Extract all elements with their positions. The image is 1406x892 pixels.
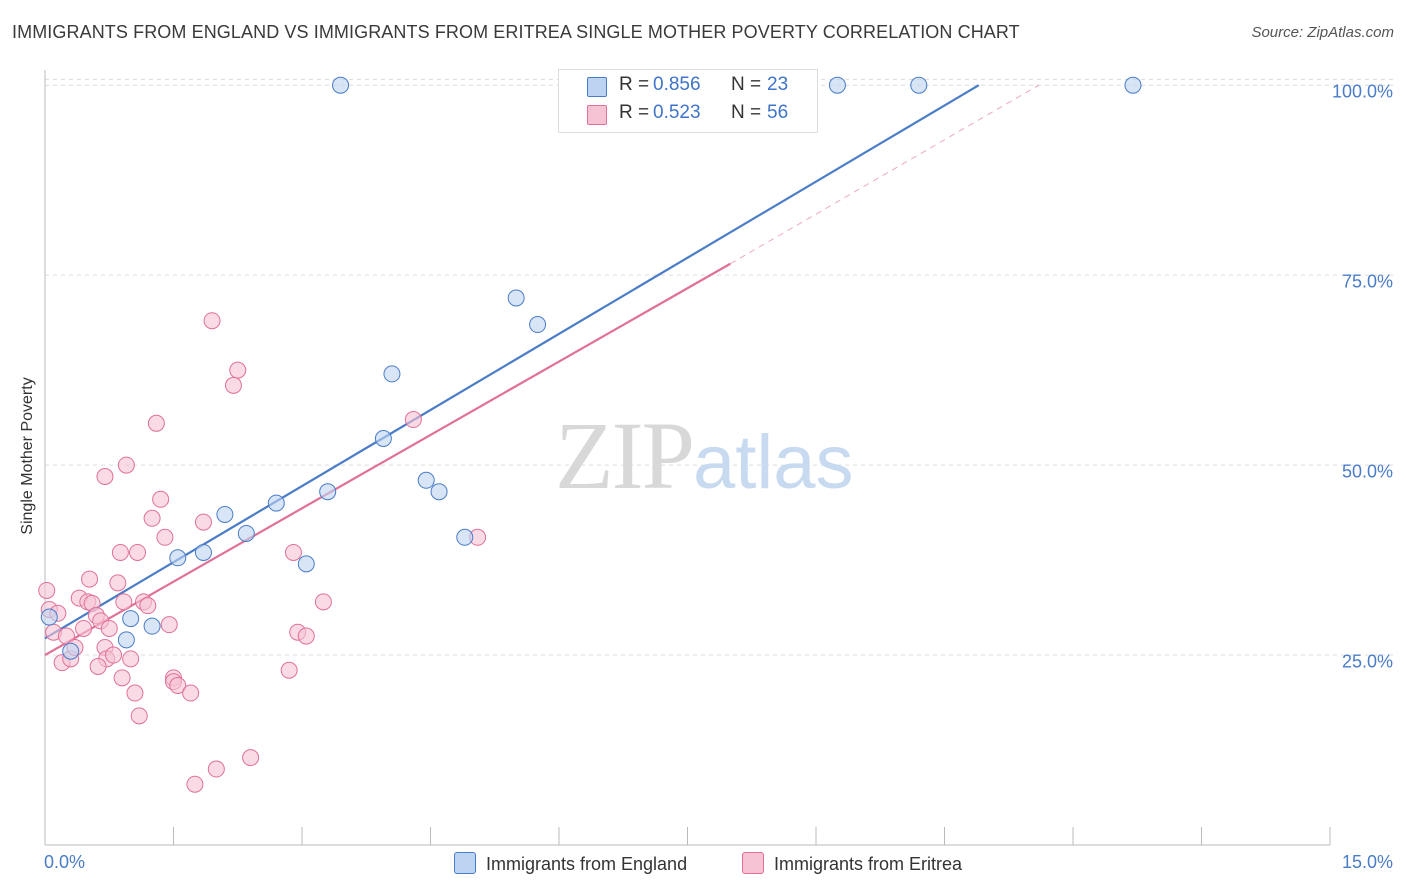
data-point [237, 524, 255, 542]
y-tick-label: 25.0% [1341, 651, 1393, 672]
watermark-atlas: atlas [693, 420, 854, 505]
data-point [126, 684, 144, 702]
data-point [143, 509, 161, 527]
legend-r-label: R = [619, 102, 650, 123]
data-point [143, 617, 161, 635]
data-point [529, 316, 547, 334]
data-points [38, 76, 1142, 793]
legend-item-eritrea: Immigrants from Eritrea [742, 852, 962, 875]
watermark: ZIPatlas [555, 400, 854, 511]
data-point [109, 574, 127, 592]
chart-title: IMMIGRANTS FROM ENGLAND VS IMMIGRANTS FR… [12, 22, 1020, 42]
data-point [115, 593, 133, 611]
data-point [224, 376, 242, 394]
data-point [117, 631, 135, 649]
gridlines [45, 78, 1395, 656]
data-point [456, 528, 474, 546]
data-point [194, 543, 212, 561]
watermark-zip: ZIP [555, 402, 695, 509]
data-point [203, 312, 221, 330]
data-point [229, 361, 247, 379]
data-point [152, 490, 170, 508]
x-tick-label: 0.0% [44, 852, 86, 872]
data-point [404, 411, 422, 429]
trend-line-extension-1 [730, 84, 1039, 265]
data-point [319, 483, 337, 501]
legend-swatch-eritrea [587, 105, 607, 125]
y-tick-label: 50.0% [1341, 461, 1393, 482]
data-point [910, 76, 928, 94]
y-axis-label: Single Mother Poverty [19, 377, 36, 535]
data-point [507, 289, 525, 307]
data-point [216, 505, 234, 523]
stats-legend: R = 0.856 N = 23 R = 0.523 N = 56 [558, 69, 818, 133]
data-point [828, 76, 846, 94]
data-point [297, 555, 315, 573]
data-point [1124, 76, 1142, 94]
data-point [280, 661, 298, 679]
data-point [314, 593, 332, 611]
data-point [62, 642, 80, 660]
legend-r-value: 0.523 [653, 102, 701, 123]
data-point [129, 543, 147, 561]
data-point [417, 471, 435, 489]
legend-item-england: Immigrants from England [454, 852, 687, 875]
x-tick-label: 15.0% [1341, 852, 1393, 872]
data-point [105, 646, 123, 664]
data-point [40, 608, 58, 626]
legend-r-label: R = [619, 74, 650, 95]
trend-lines [44, 84, 1039, 657]
data-point [147, 414, 165, 432]
data-point [122, 650, 140, 668]
data-point [100, 619, 118, 637]
chart-source: Source: ZipAtlas.com [1251, 24, 1394, 41]
legend-r-value: 0.856 [653, 74, 701, 95]
y-tick-label: 75.0% [1341, 271, 1393, 292]
data-point [207, 760, 225, 778]
legend-label-england: Immigrants from England [486, 854, 688, 874]
data-point [139, 597, 157, 615]
data-point [182, 684, 200, 702]
data-point [81, 570, 99, 588]
data-point [38, 581, 56, 599]
data-point [169, 676, 187, 694]
data-point [156, 528, 174, 546]
legend-n-value: 56 [767, 102, 789, 123]
data-point [242, 749, 260, 767]
data-point [89, 657, 107, 675]
data-point [194, 513, 212, 531]
legend-swatch-eritrea [742, 852, 764, 874]
data-point [75, 619, 93, 637]
legend-swatch-england [587, 77, 607, 97]
data-point [383, 365, 401, 383]
data-point [332, 76, 350, 94]
trend-line-1 [44, 262, 731, 657]
data-point [267, 494, 285, 512]
data-point [374, 430, 392, 448]
y-tick-label: 100.0% [1331, 81, 1393, 102]
data-point [160, 616, 178, 634]
data-point [430, 483, 448, 501]
data-point [297, 627, 315, 645]
data-point [113, 669, 131, 687]
legend-n-value: 23 [767, 74, 789, 95]
legend-n-label: N = [731, 102, 762, 123]
legend-swatch-england [454, 852, 476, 874]
data-point [117, 456, 135, 474]
data-point [130, 707, 148, 725]
legend-label-eritrea: Immigrants from Eritrea [774, 854, 963, 874]
legend-n-label: N = [731, 74, 762, 95]
data-point [122, 610, 140, 628]
data-point [169, 549, 187, 567]
data-point [111, 543, 129, 561]
data-point [284, 543, 302, 561]
data-point [186, 775, 204, 793]
data-point [96, 467, 114, 485]
axes [44, 70, 1331, 846]
